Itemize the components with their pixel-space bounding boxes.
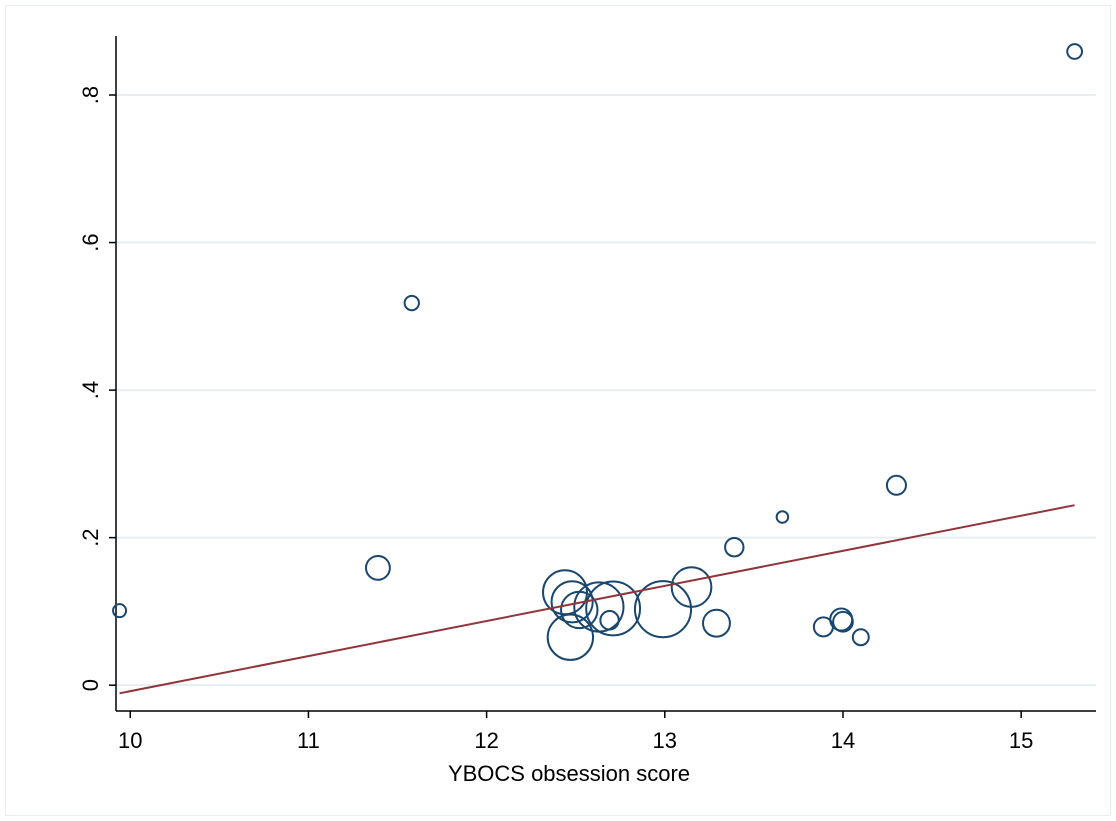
y-tick-label-2: .4 <box>78 381 103 399</box>
data-point-18 <box>851 628 870 647</box>
data-point-19 <box>885 474 907 496</box>
data-point-11 <box>670 566 713 608</box>
data-point-2 <box>403 294 420 312</box>
data-point-1 <box>365 554 391 581</box>
x-tick-label-3: 13 <box>653 728 677 753</box>
data-point-17 <box>832 610 854 633</box>
y-tick-label-1: .2 <box>78 528 103 546</box>
data-points <box>112 43 1083 661</box>
data-point-9 <box>585 580 642 637</box>
data-point-4 <box>550 580 594 624</box>
data-point-14 <box>775 510 790 524</box>
fit-line-layer <box>119 504 1075 695</box>
x-tick-label-0: 10 <box>118 728 142 753</box>
data-point-8 <box>599 610 620 631</box>
x-tick-label-2: 12 <box>474 728 498 753</box>
data-point-13 <box>724 537 745 558</box>
y-tick-label-4: .8 <box>78 86 103 104</box>
fit-line <box>119 504 1075 695</box>
data-point-6 <box>546 613 595 661</box>
data-point-12 <box>702 608 731 638</box>
axes: 0 .2 .4 .6 .8 10 11 12 13 14 15 <box>78 36 1096 753</box>
x-tick-label-5: 15 <box>1009 728 1033 753</box>
x-tick-label-4: 14 <box>831 728 855 753</box>
y-tick-label-3: .6 <box>78 233 103 251</box>
data-point-20 <box>1066 43 1083 60</box>
y-tick-label-0: 0 <box>78 679 103 691</box>
grid-lines <box>116 94 1096 687</box>
data-point-0 <box>112 603 128 619</box>
x-axis-title: YBOCS obsession score <box>448 761 690 786</box>
chart-frame <box>5 5 1111 816</box>
x-tick-label-1: 11 <box>297 728 320 753</box>
data-point-10 <box>633 580 693 639</box>
